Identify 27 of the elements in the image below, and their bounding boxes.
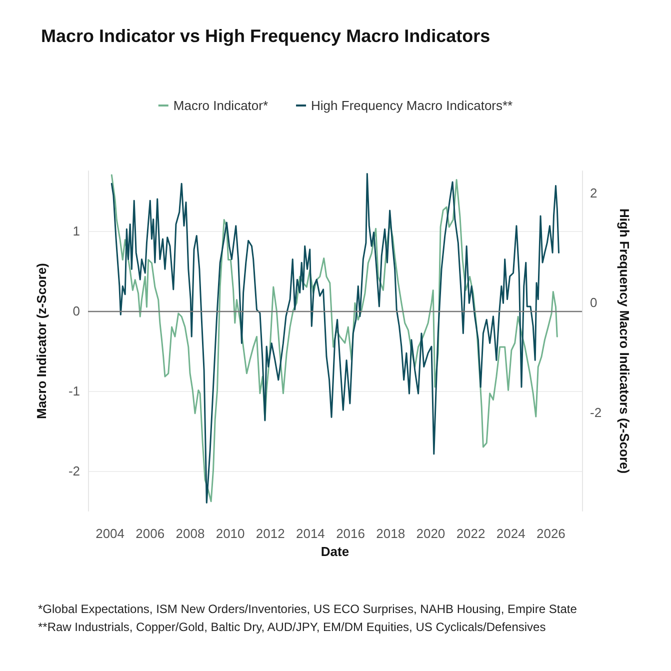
x-tick-label: 2010 [216,526,245,541]
legend-label: Macro Indicator* [173,98,268,113]
y2-tick-label: 0 [590,295,598,310]
y-axis-title: Macro Indicator (z-Score) [34,262,49,420]
y-tick-label: 1 [72,224,80,238]
x-tick-label: 2012 [256,526,285,541]
x-tick-label: 2018 [376,526,406,541]
chart-title: Macro Indicator vs High Frequency Macro Indicators [41,26,490,46]
x-tick-label: 2008 [176,526,205,541]
legend-label: High Frequency Macro Indicators** [311,98,513,113]
y2-axis-title: High Frequency Macro Indicators (z-Score) [617,208,632,474]
y-tick-label: 0 [72,304,80,318]
y2-tick-label: -2 [590,404,602,420]
x-tick-label: 2026 [536,526,566,541]
x-tick-label: 2020 [416,526,446,541]
y-tick-label: -2 [68,464,80,478]
x-tick-label: 2022 [456,526,486,541]
y2-tick-label: 2 [590,185,598,200]
text: *Global Expectations, ISM New Orders/Inventories, US ECO Surprises, NAHB Housing, Empire State [38,602,578,616]
x-tick-label: 2024 [496,526,526,541]
x-tick-label: 2006 [136,526,165,541]
y-tick-label: -1 [68,384,80,398]
x-tick-label: 2014 [296,526,325,541]
text: **Raw Industrials, Copper/Gold, Baltic Dry, AUD/JPY, EM/DM Equities, US Cyclicals/Defensives [38,620,546,634]
x-axis-title: Date [320,544,350,559]
x-tick-label: 2016 [336,526,365,541]
x-tick-label: 2004 [96,526,125,541]
